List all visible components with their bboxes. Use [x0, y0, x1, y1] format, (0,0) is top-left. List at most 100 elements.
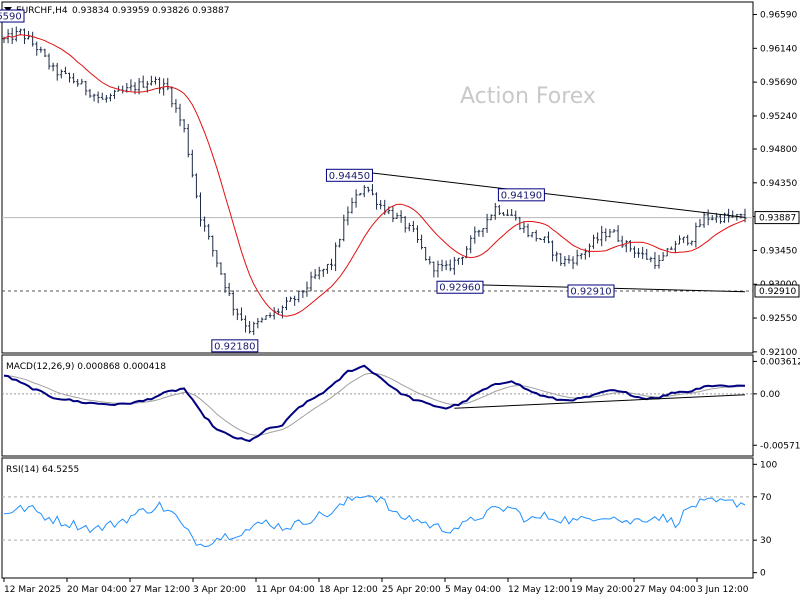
- annotation-box: [436, 280, 484, 294]
- ohlc-bar: [72, 73, 76, 84]
- ohlc-bar: [411, 220, 415, 233]
- ohlc-bar: [653, 252, 657, 270]
- ohlc-bar: [96, 91, 100, 104]
- date-tick-label: 27 Mar 12:00: [130, 585, 190, 595]
- date-tick-label: 19 May 20:00: [571, 585, 633, 595]
- ohlc-bar: [207, 223, 211, 240]
- ohlc-bar: [469, 235, 473, 254]
- ohlc-bar: [284, 297, 288, 311]
- ohlc-bar: [14, 26, 18, 42]
- ohlc-bar: [63, 66, 67, 75]
- ohlc-bar: [473, 226, 477, 244]
- annotation-box: [567, 284, 615, 298]
- ohlc-bar: [153, 76, 157, 85]
- ohlc-bar: [342, 214, 346, 242]
- ohlc-bar: [432, 261, 436, 278]
- ohlc-bar: [694, 222, 698, 248]
- ohlc-bar: [395, 212, 399, 219]
- ohlc-bar: [579, 253, 583, 260]
- price-tick-label: 0.95240: [760, 112, 797, 122]
- ohlc-bar: [334, 242, 338, 272]
- ohlc-bar: [600, 225, 604, 247]
- ohlc-bar: [702, 211, 706, 228]
- ohlc-bar: [555, 251, 559, 262]
- price-panel-frame: [1, 1, 754, 354]
- ohlc-bar: [739, 213, 743, 219]
- ohlc-bar: [100, 92, 104, 100]
- ohlc-bar: [514, 210, 518, 221]
- price-annotations: 0.96590 0.94450 0.94190 0.92960 0.92910 0.921…: [0, 9, 615, 353]
- ohlc-bar: [620, 235, 624, 248]
- x-axis-labels: 12 Mar 2025 20 Mar 04:00 27 Mar 12:00 3 Apr…: [3, 578, 749, 595]
- ohlc-bar: [84, 80, 88, 96]
- ohlc-bar: [698, 218, 702, 228]
- ohlc-bar: [501, 212, 505, 216]
- date-tick-label: 5 May 04:00: [445, 585, 501, 595]
- ohlc-bar: [420, 234, 424, 250]
- price-annotation: 0.92960: [436, 280, 484, 294]
- level-price-marker: 0.92910: [754, 284, 800, 298]
- symbol-label: EURCHF,H4: [16, 6, 68, 16]
- ohlc-bar: [293, 295, 297, 306]
- ohlc-bar: [366, 186, 370, 193]
- price-tick-label: 0.92550: [760, 314, 797, 324]
- ohlc-bar: [309, 271, 313, 292]
- price-tick-label: 0.94800: [760, 145, 797, 155]
- date-tick-label: 27 May 04:00: [634, 585, 696, 595]
- macd-panel-frame: [1, 354, 754, 457]
- ohlc-bar: [428, 256, 432, 265]
- macd-tick-label: 0.003612: [760, 357, 800, 367]
- ohlc-bar: [92, 93, 96, 102]
- ohlc-bar: [358, 192, 362, 196]
- ohlc-bar: [264, 315, 268, 321]
- rsi-series-line: [3, 495, 746, 548]
- ohlc-bar: [203, 216, 207, 232]
- ohlc-bar: [280, 305, 284, 319]
- rsi-tick-label: 30: [760, 536, 772, 546]
- ohlc-bar: [718, 214, 722, 224]
- ohlc-bar: [346, 206, 350, 226]
- ohlc-bar: [399, 210, 403, 223]
- ohlc-bar: [235, 308, 239, 321]
- ohlc-bar: [604, 228, 608, 242]
- ohlc-bar: [149, 75, 153, 86]
- ohlc-bar: [706, 209, 710, 226]
- ohlc-bar: [546, 231, 550, 244]
- ohlc-bars: [2, 26, 747, 336]
- annotation-box: [497, 188, 545, 202]
- ohlc-bar: [219, 262, 223, 275]
- current-price-label: 0.93887: [759, 214, 796, 224]
- rsi-tick-label: 100: [760, 460, 777, 470]
- ohlc-bar: [76, 78, 80, 87]
- ohlc-bar: [686, 234, 690, 246]
- ohlc-bar: [645, 248, 649, 260]
- ohlc-bar: [182, 119, 186, 133]
- ohlc-bar: [215, 250, 219, 268]
- ohlc-bar: [563, 256, 567, 267]
- ohlc-bar: [489, 214, 493, 221]
- ohlc-bar: [39, 46, 43, 53]
- ohlc-bar: [424, 246, 428, 261]
- ohlc-bar: [194, 173, 198, 199]
- ohlc-bar: [379, 200, 383, 210]
- price-trendline: [372, 172, 746, 218]
- macd-lines: [3, 364, 746, 443]
- annotation-box: [211, 339, 259, 353]
- date-tick-label: 18 Apr 12:00: [319, 585, 378, 595]
- symbol-dropdown-icon[interactable]: [4, 7, 12, 12]
- price-tick-label: 0.96590: [760, 11, 797, 21]
- ohlc-bar: [313, 269, 317, 280]
- ohlc-bar: [461, 256, 465, 265]
- ohlc-bar: [575, 249, 579, 266]
- ohlc-bar: [178, 103, 182, 127]
- ohlc-bar: [370, 184, 374, 196]
- ohlc-bar: [526, 223, 530, 238]
- annotation-label: 0.96590: [0, 12, 22, 23]
- ohlc-bar: [289, 296, 293, 302]
- date-tick-label: 20 Mar 04:00: [67, 585, 127, 595]
- annotation-label: 0.92910: [570, 286, 611, 297]
- ohlc-bar: [227, 282, 231, 297]
- ohlc-bar: [231, 290, 235, 316]
- rsi-line: [3, 495, 746, 548]
- ohlc-bar: [530, 232, 534, 238]
